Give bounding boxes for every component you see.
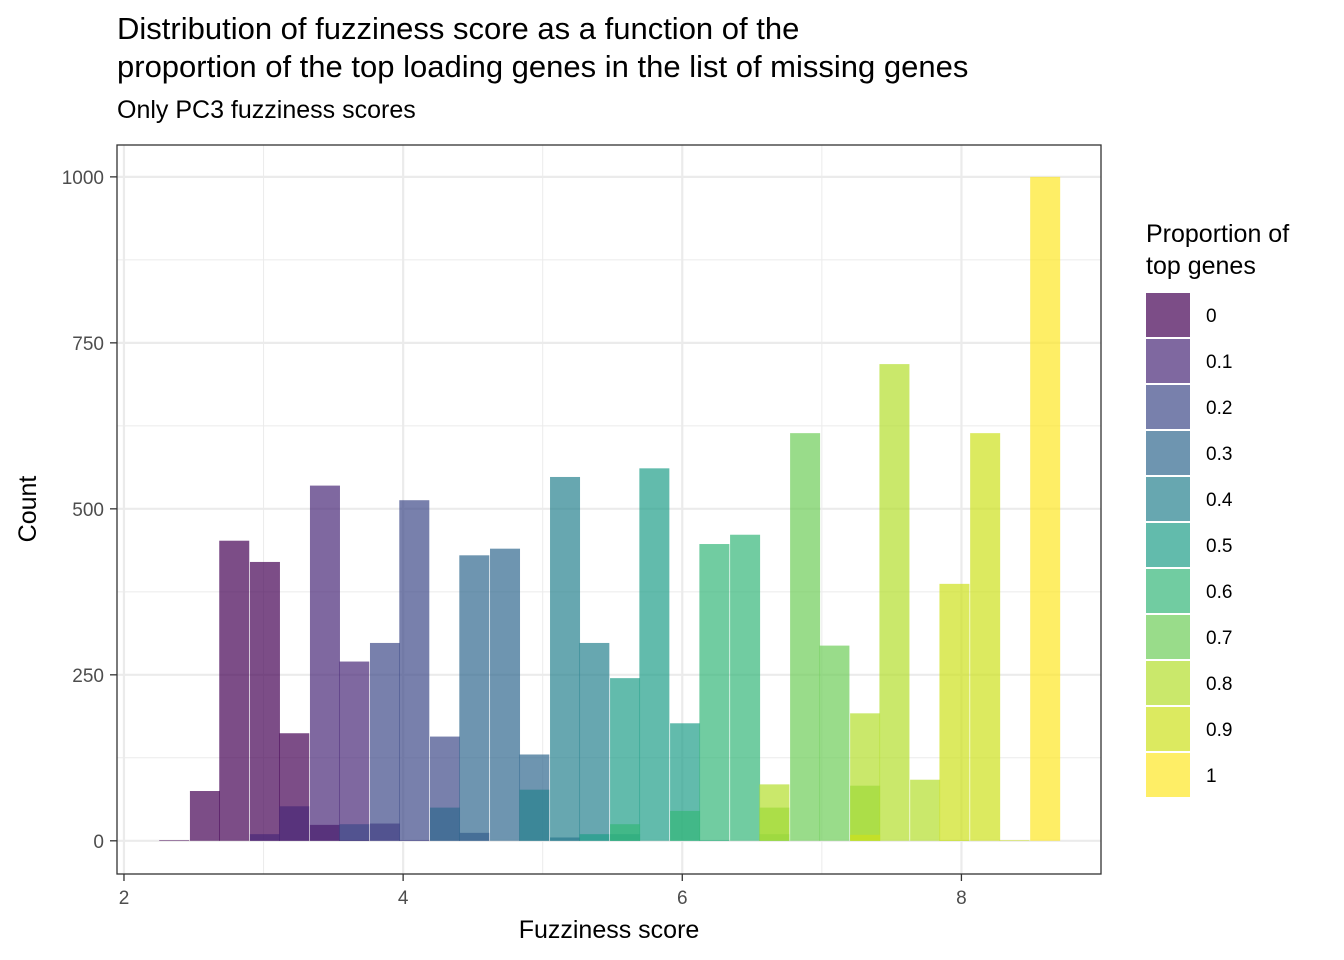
histogram-bar — [519, 789, 550, 841]
histogram-bar — [850, 834, 881, 841]
histogram-bar — [399, 500, 430, 841]
histogram-bar — [309, 485, 340, 841]
legend-title: top genes — [1146, 252, 1256, 280]
histogram-bar — [610, 678, 641, 841]
legend-label: 1 — [1206, 766, 1217, 787]
histogram-bar — [339, 661, 370, 841]
chart-title: Distribution of fuzziness score as a fun… — [117, 11, 969, 84]
plot-border — [116, 144, 1102, 875]
histogram-bar — [610, 824, 641, 841]
y-tick-label: 0 — [93, 832, 104, 853]
histogram-bar — [970, 433, 1001, 841]
histogram-bar — [579, 642, 610, 841]
histogram-bar — [999, 840, 1030, 841]
legend-key — [1146, 339, 1190, 383]
legend-key — [1146, 293, 1190, 337]
histogram-bar — [939, 583, 970, 841]
histogram-bar — [339, 824, 370, 841]
histogram-bar — [550, 476, 581, 841]
legend-key — [1146, 477, 1190, 521]
legend-key — [1146, 385, 1190, 429]
histogram-bar — [249, 834, 280, 841]
legend-key — [1146, 523, 1190, 567]
histogram-bar — [490, 548, 521, 841]
histogram-bar — [219, 540, 250, 841]
legend-key — [1146, 615, 1190, 659]
x-axis-title: Fuzziness score — [519, 916, 700, 944]
axes: 0 250 500 750 1000 2 4 6 8 — [62, 168, 967, 909]
histogram-bars — [159, 176, 1061, 841]
histogram-bar — [1030, 176, 1061, 841]
x-tick-label: 6 — [677, 888, 688, 909]
histogram-bar — [189, 791, 220, 841]
legend-key — [1146, 569, 1190, 613]
y-axis-title: Count — [14, 476, 42, 543]
legend-key — [1146, 661, 1190, 705]
histogram-bar — [790, 433, 821, 841]
histogram-bar — [579, 834, 610, 841]
y-tick-label: 750 — [72, 334, 104, 355]
histogram-bar — [850, 713, 881, 841]
legend-label: 0.1 — [1206, 352, 1232, 373]
x-tick-label: 8 — [956, 888, 967, 909]
histogram-bar — [730, 534, 761, 841]
histogram-bar — [249, 561, 280, 841]
legend-key — [1146, 753, 1190, 797]
histogram-bar — [369, 642, 400, 841]
legend: Proportion of top genes 0 0.1 0.2 0.3 0.4 0.5 0.… — [1146, 220, 1289, 797]
legend-label: 0.3 — [1206, 444, 1232, 465]
histogram-bar — [429, 807, 461, 841]
legend-label: 0 — [1206, 306, 1217, 327]
legend-title: Proportion of — [1146, 220, 1289, 248]
legend-key — [1146, 431, 1190, 475]
histogram-bar — [459, 555, 490, 841]
legend-label: 0.4 — [1206, 490, 1233, 511]
x-tick-label: 4 — [398, 888, 409, 909]
histogram-bar — [759, 784, 790, 841]
histogram-bar — [699, 544, 730, 841]
histogram-bar — [279, 806, 310, 841]
histogram-bar — [670, 810, 701, 841]
histogram-bar — [159, 840, 190, 841]
legend-label: 0.5 — [1206, 536, 1232, 557]
legend-label: 0.8 — [1206, 674, 1232, 695]
histogram-bar — [639, 468, 670, 841]
chart-subtitle: Only PC3 fuzziness scores — [117, 96, 416, 124]
legend-key — [1146, 707, 1190, 751]
histogram-bar — [910, 779, 941, 841]
legend-label: 0.2 — [1206, 398, 1232, 419]
histogram-bar — [819, 645, 850, 841]
x-tick-label: 2 — [119, 888, 130, 909]
legend-label: 0.7 — [1206, 628, 1232, 649]
histogram-bar — [879, 364, 910, 841]
y-tick-label: 500 — [72, 500, 104, 521]
legend-label: 0.9 — [1206, 720, 1232, 741]
y-tick-label: 250 — [72, 666, 104, 687]
legend-label: 0.6 — [1206, 582, 1232, 603]
y-tick-label: 1000 — [62, 168, 104, 189]
